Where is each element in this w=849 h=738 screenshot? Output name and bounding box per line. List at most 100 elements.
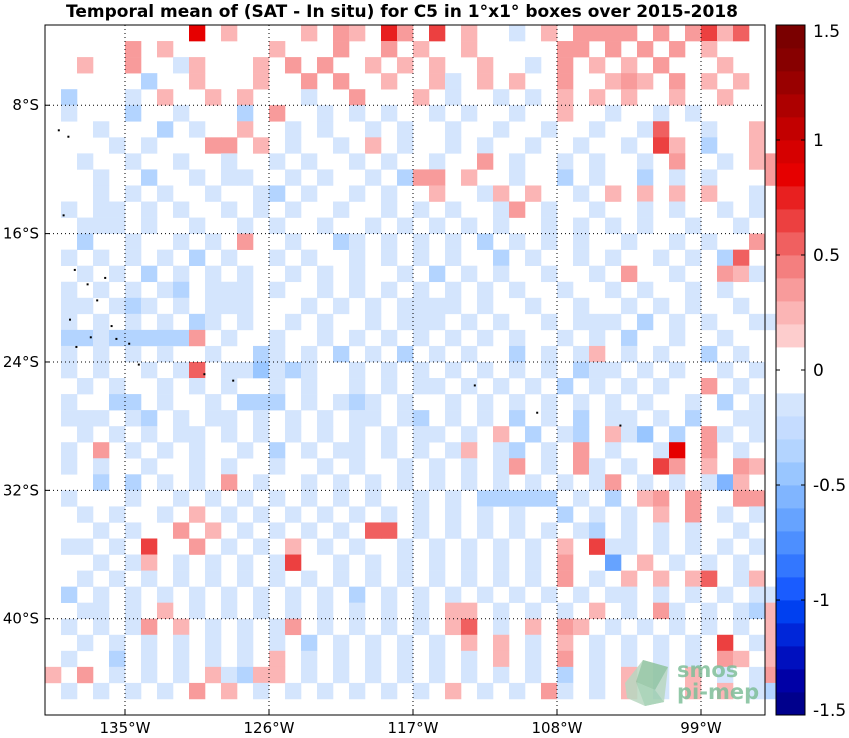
heatmap-cell: [365, 297, 382, 315]
heatmap-cell: [717, 57, 734, 74]
heatmap-cell: [525, 666, 542, 684]
heatmap-cell: [749, 634, 766, 652]
heatmap-cell: [77, 426, 94, 443]
heatmap-cell: [381, 426, 398, 443]
island-dot: [62, 214, 65, 217]
heatmap-cell: [621, 73, 638, 90]
heatmap-cell: [589, 201, 606, 218]
heatmap-cell: [605, 25, 622, 42]
heatmap-cell: [253, 185, 270, 202]
heatmap-cell: [685, 666, 702, 684]
heatmap-cell: [93, 410, 110, 427]
heatmap-cell: [365, 474, 382, 491]
heatmap-cell: [157, 121, 174, 138]
heatmap-cell: [477, 185, 494, 202]
heatmap-cell: [349, 442, 366, 459]
colorbar-bin: [776, 48, 805, 72]
heatmap-cell: [333, 634, 350, 652]
heatmap-cell: [269, 378, 286, 395]
heatmap-cell: [621, 570, 638, 587]
heatmap-cell: [717, 650, 734, 668]
heatmap-cell: [413, 313, 430, 331]
heatmap-cell: [397, 137, 414, 154]
heatmap-cell: [701, 442, 718, 459]
heatmap-cell: [557, 329, 574, 347]
heatmap-cell: [349, 426, 366, 443]
heatmap-cell: [237, 650, 254, 668]
heatmap-cell: [333, 474, 350, 491]
heatmap-cell: [621, 634, 638, 652]
heatmap-cell: [93, 185, 110, 202]
heatmap-cell: [461, 442, 478, 459]
island-dot: [137, 363, 140, 366]
heatmap-cell: [61, 442, 78, 459]
heatmap-cell: [413, 169, 430, 186]
island-dot: [232, 379, 235, 382]
heatmap-cell: [541, 522, 558, 539]
heatmap-cell: [125, 249, 142, 266]
heatmap-cell: [413, 602, 430, 620]
heatmap-cell: [285, 313, 302, 331]
colorbar-bin: [776, 669, 805, 693]
island-dot: [536, 411, 539, 414]
heatmap-cell: [205, 313, 222, 331]
heatmap-cell: [749, 506, 766, 523]
heatmap-cell: [557, 474, 574, 491]
heatmap-cell: [349, 265, 366, 283]
heatmap-cell: [541, 490, 558, 507]
heatmap-cell: [589, 378, 606, 395]
colorbar-bin: [776, 370, 805, 394]
heatmap-cell: [461, 105, 478, 122]
heatmap-cell: [749, 666, 766, 684]
heatmap-cell: [269, 490, 286, 507]
heatmap-cell: [621, 297, 638, 315]
heatmap-cell: [605, 586, 622, 603]
heatmap-cell: [125, 522, 142, 539]
heatmap-cell: [397, 458, 414, 475]
heatmap-cell: [125, 682, 142, 700]
heatmap-cell: [109, 426, 126, 443]
colorbar-bin: [776, 485, 805, 509]
heatmap-cell: [381, 233, 398, 250]
heatmap-cell: [189, 329, 206, 347]
heatmap-cell: [77, 570, 94, 587]
heatmap-cell: [61, 249, 78, 266]
heatmap-cell: [125, 490, 142, 507]
heatmap-cell: [429, 345, 446, 363]
heatmap-cell: [717, 506, 734, 523]
heatmap-cell: [701, 185, 718, 202]
heatmap-cell: [605, 185, 622, 202]
heatmap-cell: [509, 345, 526, 363]
heatmap-cell: [509, 506, 526, 523]
heatmap-cell: [173, 666, 190, 684]
heatmap-cell: [253, 57, 270, 74]
heatmap-cell: [701, 121, 718, 138]
heatmap-cell: [317, 506, 334, 523]
heatmap-cell: [637, 394, 654, 411]
heatmap-cell: [301, 378, 318, 395]
heatmap-cell: [413, 522, 430, 539]
heatmap-cell: [653, 458, 670, 475]
heatmap-cell: [317, 265, 334, 283]
heatmap-cell: [509, 682, 526, 700]
heatmap-cell: [365, 313, 382, 331]
heatmap-cell: [621, 538, 638, 555]
heatmap-cell: [637, 361, 654, 379]
heatmap-cell: [221, 137, 238, 154]
heatmap-cell: [237, 105, 254, 122]
heatmap-cell: [477, 153, 494, 170]
heatmap-cell: [285, 410, 302, 427]
island-dot: [619, 424, 622, 427]
heatmap-cell: [461, 265, 478, 283]
heatmap-cell: [349, 602, 366, 620]
heatmap-cell: [685, 586, 702, 603]
heatmap-cell: [557, 602, 574, 620]
heatmap-cell: [717, 426, 734, 443]
heatmap-cell: [269, 185, 286, 202]
heatmap-cell: [621, 506, 638, 523]
heatmap-cell: [445, 586, 462, 603]
heatmap-cell: [397, 394, 414, 411]
heatmap-cell: [269, 249, 286, 266]
heatmap-cell: [461, 41, 478, 58]
heatmap-cell: [733, 458, 750, 475]
